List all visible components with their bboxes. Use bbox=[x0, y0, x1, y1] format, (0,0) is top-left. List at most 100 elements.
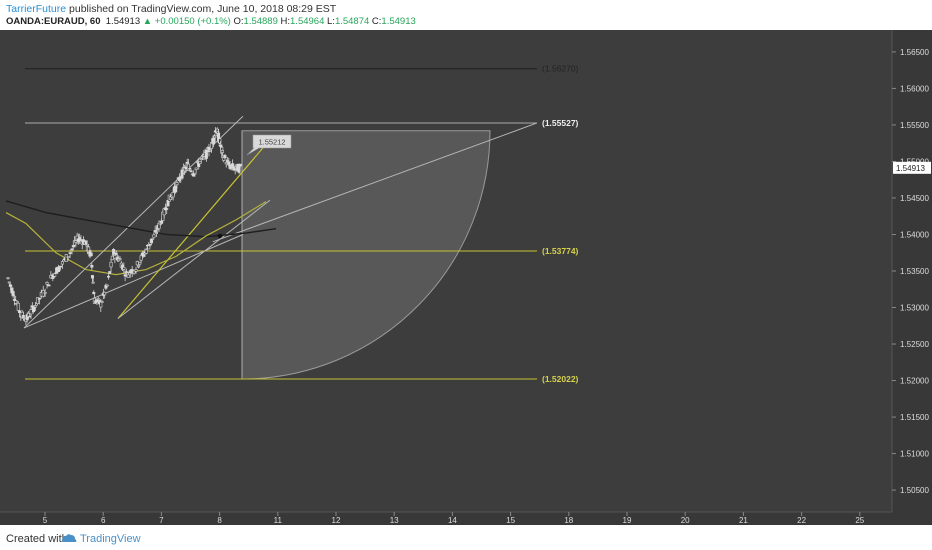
candle-body bbox=[153, 230, 157, 233]
level-label: (1.53774) bbox=[542, 246, 579, 256]
candle-body bbox=[139, 255, 143, 261]
candle-body bbox=[152, 234, 156, 238]
candle-body bbox=[188, 167, 192, 170]
candle-body bbox=[144, 249, 148, 254]
price-axis-panel bbox=[892, 30, 932, 525]
x-tick-label: 5 bbox=[43, 516, 48, 525]
candle-body bbox=[70, 248, 74, 251]
x-tick-label: 13 bbox=[390, 516, 399, 525]
fib-arc-zone bbox=[241, 130, 491, 380]
x-tick-label: 18 bbox=[564, 516, 573, 525]
x-tick-label: 8 bbox=[217, 516, 222, 525]
candle-body bbox=[11, 291, 15, 297]
candle-body bbox=[147, 245, 151, 250]
candle-body bbox=[184, 166, 188, 170]
candle-body bbox=[199, 158, 203, 160]
y-tick-label: 1.53500 bbox=[900, 267, 929, 276]
candle-body bbox=[224, 162, 228, 165]
candle-body bbox=[90, 264, 94, 268]
ohlc-line: OANDA:EURAUD, 60 1.54913 ▲ +0.00150 (+0.… bbox=[6, 16, 416, 27]
candle-body bbox=[84, 240, 88, 245]
candle-body bbox=[175, 182, 179, 186]
candle-body bbox=[51, 274, 55, 279]
y-tick-label: 1.55500 bbox=[900, 121, 929, 130]
candle-body bbox=[198, 161, 202, 164]
last-price: 1.54913 bbox=[105, 16, 141, 27]
x-tick-label: 20 bbox=[681, 516, 690, 525]
yellow-trend bbox=[117, 139, 271, 319]
close-value: 1.54913 bbox=[381, 16, 416, 27]
author-link[interactable]: TarrierFuture bbox=[6, 3, 67, 15]
candle-body bbox=[58, 265, 62, 268]
candle-body bbox=[68, 252, 72, 254]
y-tick-label: 1.56000 bbox=[900, 84, 929, 93]
candle-body bbox=[135, 260, 139, 266]
y-tick-label: 1.54500 bbox=[900, 194, 929, 203]
y-tick-label: 1.50500 bbox=[900, 486, 929, 495]
candle-body bbox=[151, 238, 155, 240]
y-tick-label: 1.56500 bbox=[900, 48, 929, 57]
candle-body bbox=[226, 160, 230, 162]
x-tick-label: 22 bbox=[797, 516, 806, 525]
channel-mid bbox=[117, 199, 271, 319]
candle-body bbox=[142, 254, 146, 257]
x-tick-label: 12 bbox=[332, 516, 341, 525]
moving-average-black bbox=[5, 200, 277, 238]
candle-body bbox=[21, 315, 25, 318]
candle-body bbox=[96, 298, 100, 300]
y-tick-label: 1.51500 bbox=[900, 413, 929, 422]
candle-body bbox=[29, 309, 33, 315]
chart-area[interactable]: 1.50500 1.51000 1.51500 1.52000 1.52500 1.530… bbox=[0, 30, 932, 525]
tradingview-brand[interactable]: TradingView bbox=[80, 533, 141, 545]
candle-body bbox=[180, 169, 184, 179]
candle-body bbox=[193, 172, 197, 175]
x-tick-label: 14 bbox=[448, 516, 457, 525]
x-tick-label: 11 bbox=[274, 516, 283, 525]
candle-body bbox=[124, 271, 128, 273]
y-tick-label: 1.52500 bbox=[900, 340, 929, 349]
price-chart[interactable]: 1.50500 1.51000 1.51500 1.52000 1.52500 1.530… bbox=[0, 30, 932, 525]
y-tick-label: 1.52000 bbox=[900, 377, 929, 386]
plot-background bbox=[0, 30, 932, 525]
x-tick-label: 6 bbox=[101, 516, 106, 525]
trend-line bbox=[212, 122, 538, 243]
candle-body bbox=[189, 170, 193, 173]
candle-body bbox=[74, 240, 78, 243]
created-with-label: Created with bbox=[6, 533, 68, 545]
candle-body bbox=[112, 249, 116, 255]
candle-body bbox=[106, 275, 110, 278]
candle-body bbox=[6, 277, 10, 280]
high-label: H: bbox=[280, 16, 291, 27]
candle-body bbox=[16, 302, 20, 311]
y-tick-label: 1.51000 bbox=[900, 450, 929, 459]
candle-body bbox=[64, 254, 68, 262]
price-callout-label: 1.55212 bbox=[258, 138, 285, 147]
footer: Created with TradingView bbox=[0, 527, 932, 550]
candle-body bbox=[185, 161, 189, 164]
candle-body bbox=[35, 297, 39, 305]
candle-body bbox=[148, 243, 152, 246]
candle-body bbox=[223, 155, 227, 159]
candle-body bbox=[7, 281, 11, 284]
publish-line: TarrierFuture published on TradingView.c… bbox=[6, 3, 336, 15]
last-price-axis-label: 1.54913 bbox=[896, 164, 925, 173]
price-change: ▲ +0.00150 (+0.1%) bbox=[142, 16, 231, 27]
candle-body bbox=[32, 306, 36, 312]
candle-body bbox=[110, 255, 114, 261]
candle-body bbox=[90, 275, 94, 279]
candle-body bbox=[9, 284, 13, 287]
candle-body bbox=[122, 267, 126, 270]
level-label: (1.55527) bbox=[542, 118, 579, 128]
candle-body bbox=[220, 150, 224, 153]
candle-body bbox=[154, 232, 158, 234]
candle-body bbox=[89, 252, 93, 257]
candle-body bbox=[126, 274, 130, 278]
low-label: L: bbox=[327, 16, 335, 27]
candle-body bbox=[100, 301, 104, 303]
y-tick-label: 1.54000 bbox=[900, 230, 929, 239]
x-tick-label: 19 bbox=[623, 516, 632, 525]
candle-body bbox=[105, 284, 109, 287]
candle-body bbox=[95, 299, 99, 303]
x-tick-label: 25 bbox=[855, 516, 864, 525]
candle-body bbox=[79, 239, 83, 241]
